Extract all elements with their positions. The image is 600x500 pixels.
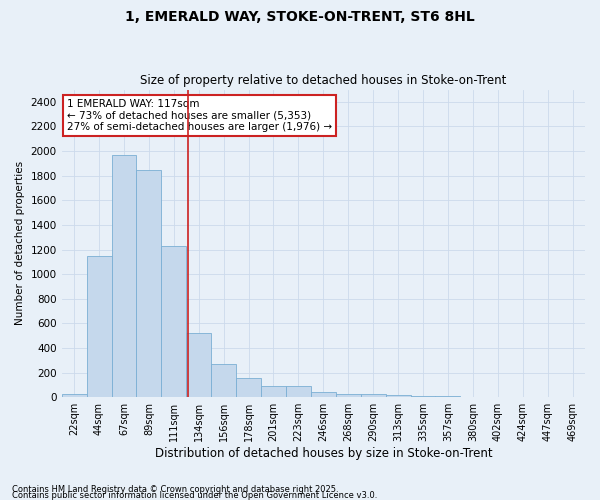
Title: Size of property relative to detached houses in Stoke-on-Trent: Size of property relative to detached ho… bbox=[140, 74, 506, 87]
Bar bbox=[410, 396, 436, 397]
Text: 1 EMERALD WAY: 117sqm
← 73% of detached houses are smaller (5,353)
27% of semi-d: 1 EMERALD WAY: 117sqm ← 73% of detached … bbox=[67, 99, 332, 132]
Bar bbox=[211, 364, 236, 397]
Bar bbox=[436, 396, 460, 397]
Bar bbox=[286, 386, 311, 397]
X-axis label: Distribution of detached houses by size in Stoke-on-Trent: Distribution of detached houses by size … bbox=[155, 447, 492, 460]
Bar bbox=[136, 170, 161, 397]
Y-axis label: Number of detached properties: Number of detached properties bbox=[15, 162, 25, 326]
Bar bbox=[86, 256, 112, 397]
Bar bbox=[236, 378, 261, 397]
Bar bbox=[112, 155, 136, 397]
Bar bbox=[62, 394, 86, 397]
Bar bbox=[336, 394, 361, 397]
Bar bbox=[311, 392, 336, 397]
Bar bbox=[261, 386, 286, 397]
Bar bbox=[186, 333, 211, 397]
Bar bbox=[161, 246, 186, 397]
Bar bbox=[560, 396, 585, 397]
Bar bbox=[361, 394, 386, 397]
Bar bbox=[386, 394, 410, 397]
Text: Contains HM Land Registry data © Crown copyright and database right 2025.: Contains HM Land Registry data © Crown c… bbox=[12, 485, 338, 494]
Text: 1, EMERALD WAY, STOKE-ON-TRENT, ST6 8HL: 1, EMERALD WAY, STOKE-ON-TRENT, ST6 8HL bbox=[125, 10, 475, 24]
Bar bbox=[460, 396, 485, 397]
Text: Contains public sector information licensed under the Open Government Licence v3: Contains public sector information licen… bbox=[12, 491, 377, 500]
